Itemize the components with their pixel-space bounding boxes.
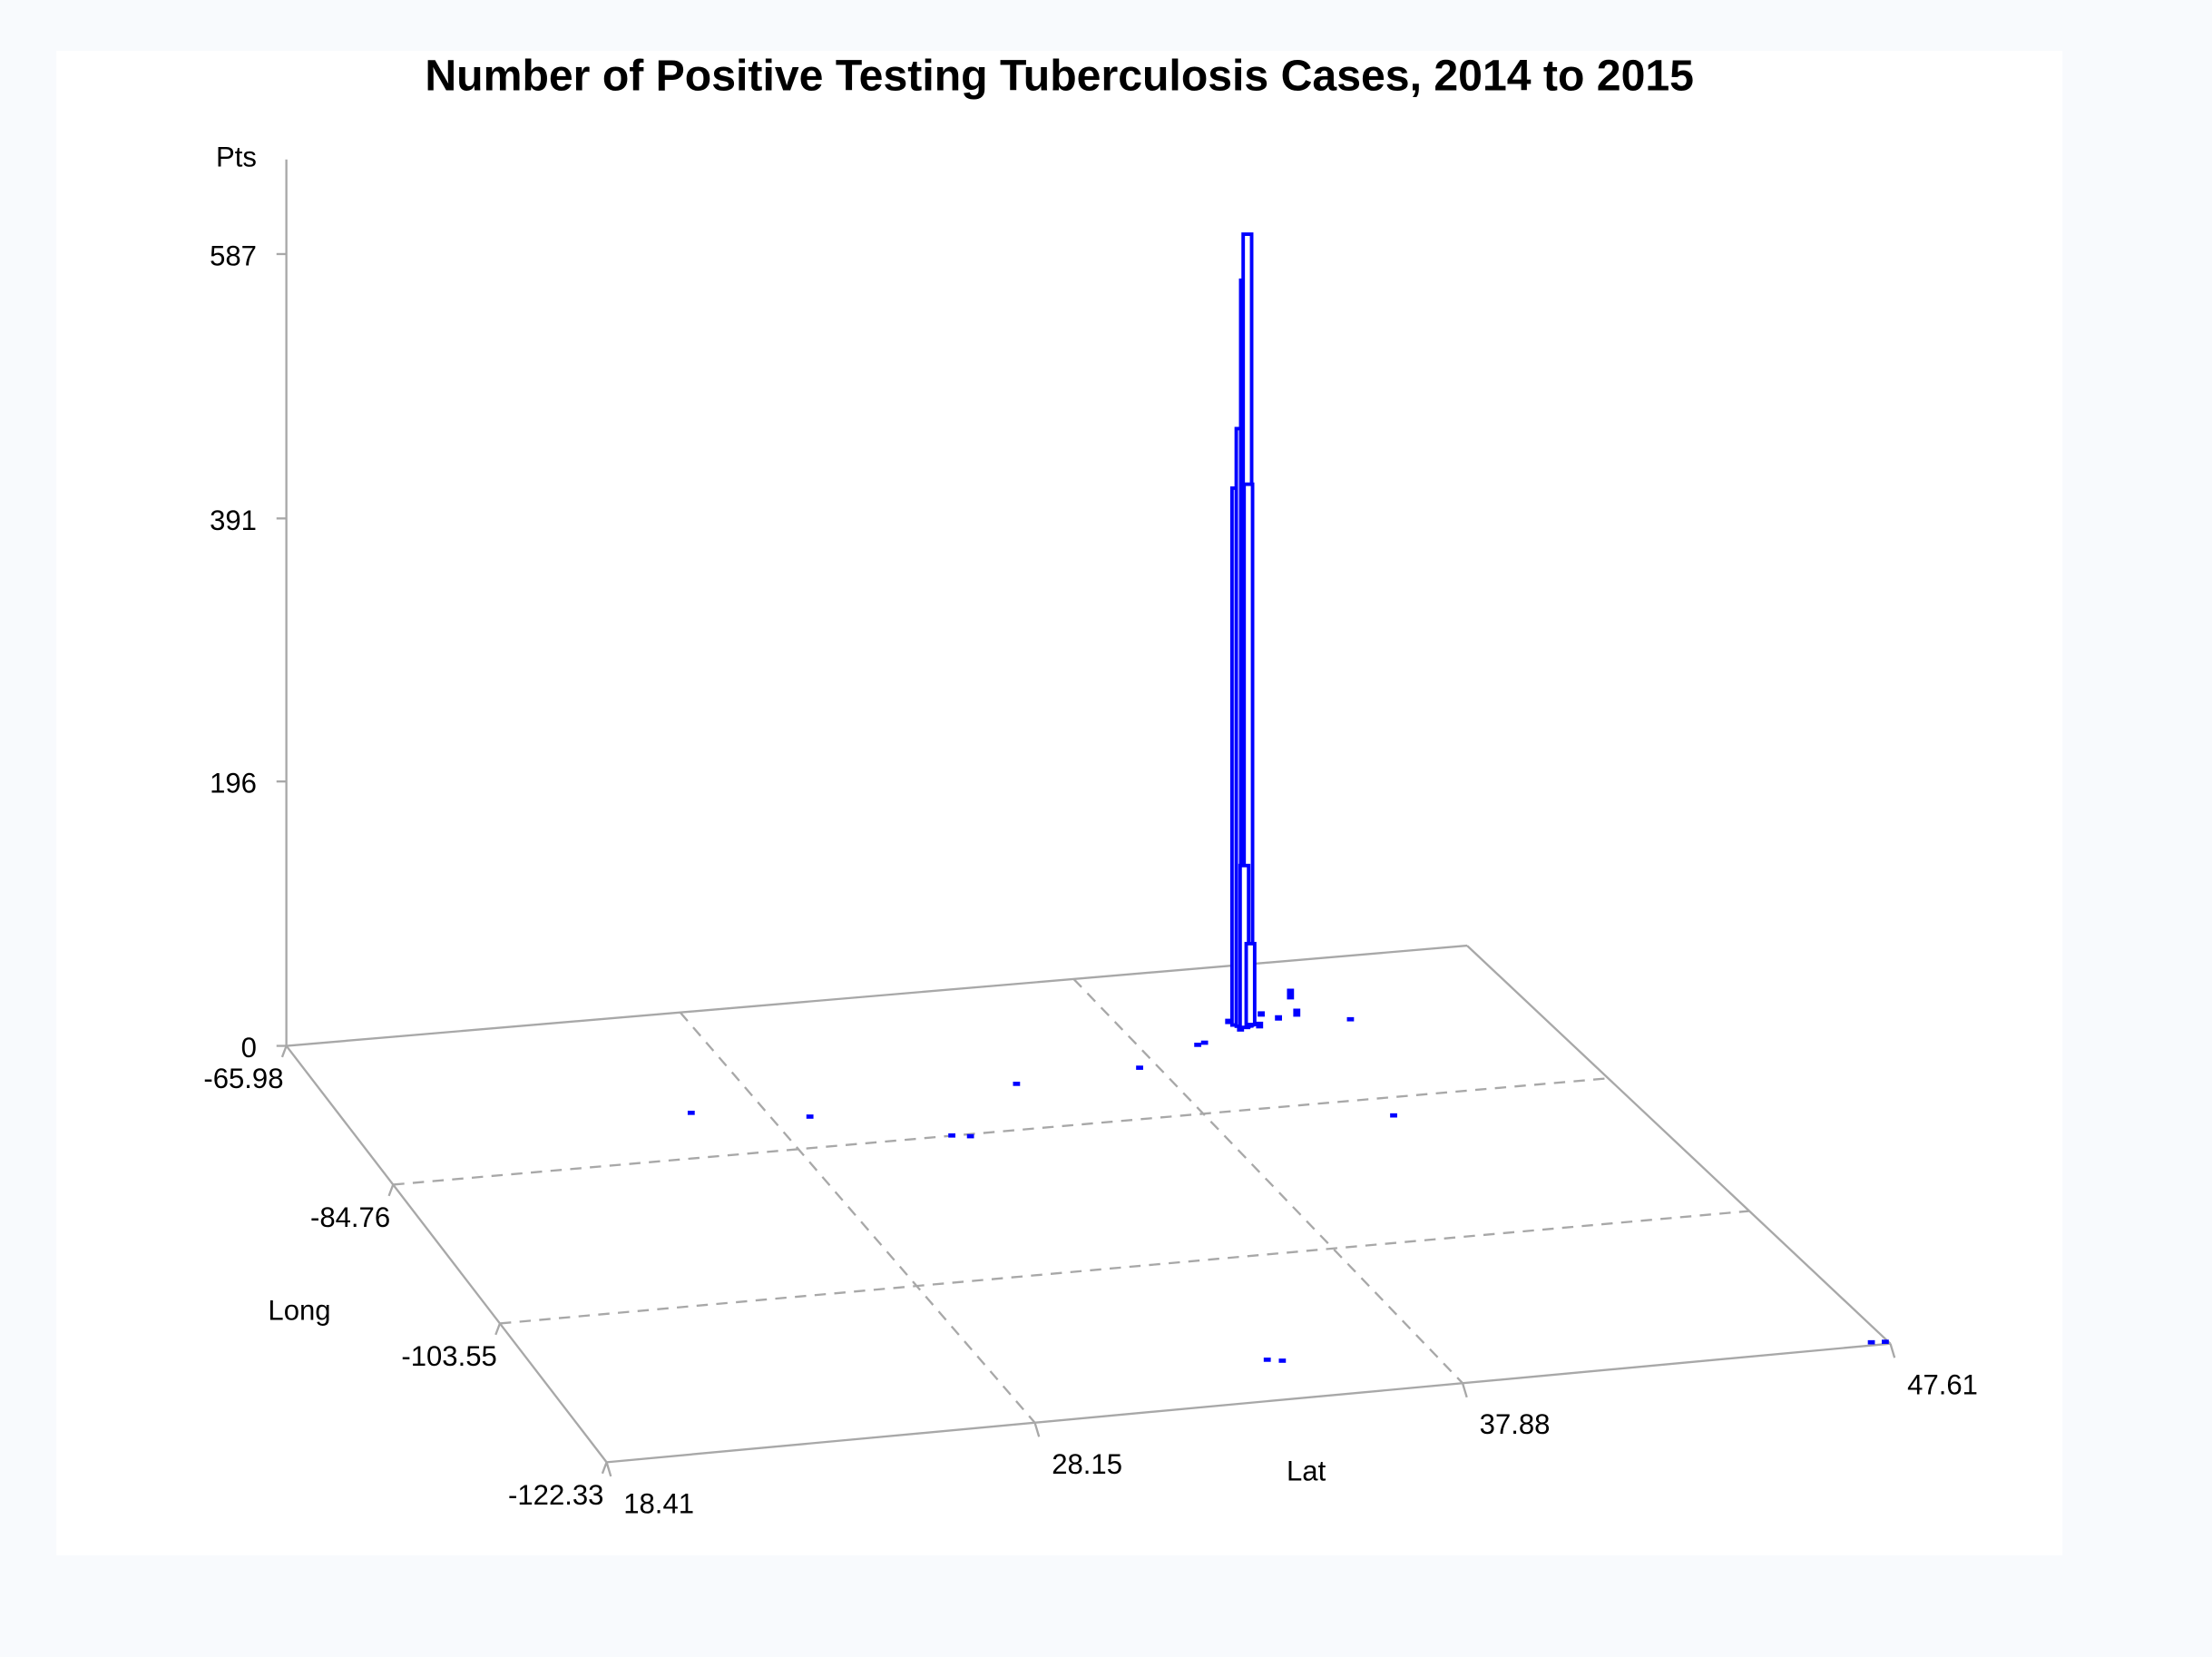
long-tick-label: -103.55 <box>401 1340 496 1372</box>
data-point <box>1263 1358 1271 1362</box>
data-point <box>1293 1008 1301 1017</box>
z-axis: 0 196 391 587 <box>210 159 288 1064</box>
chart-title: Number of Positive Testing Tuberculosis … <box>425 52 1694 101</box>
lat-tick-mark <box>605 1462 612 1477</box>
floor-edge <box>1466 945 1892 1345</box>
long-grid-line <box>393 1077 1609 1186</box>
data-point <box>1867 1339 1875 1345</box>
lat-tick-mark <box>1889 1343 1896 1358</box>
data-point <box>1258 1011 1265 1017</box>
long-tick-mark <box>387 1184 395 1197</box>
data-point <box>687 1110 695 1115</box>
x-axis-label: Lat <box>1287 1456 1326 1487</box>
z-tick-label: 196 <box>210 768 257 799</box>
lat-tick-label: 47.61 <box>1907 1369 1978 1401</box>
long-tick-label: -84.76 <box>310 1201 390 1233</box>
data-point <box>806 1114 814 1119</box>
data-point <box>1278 1358 1287 1363</box>
data-point <box>1194 1043 1202 1047</box>
lat-tick-mark <box>1033 1422 1041 1437</box>
lat-tick-label: 28.15 <box>1052 1448 1122 1480</box>
floor-edge <box>286 944 1468 1047</box>
z-tick-label: 0 <box>241 1032 257 1064</box>
data-point <box>1287 988 1295 1000</box>
data-marks <box>687 232 1889 1363</box>
data-point <box>1013 1082 1021 1086</box>
lat-tick-mark <box>1461 1382 1468 1398</box>
data-point <box>1256 1021 1264 1029</box>
long-tick-label: -65.98 <box>203 1063 283 1094</box>
data-bar <box>1244 941 1257 1027</box>
long-tick-mark <box>601 1461 608 1475</box>
floor-plane: 18.41 28.15 37.88 47.61 -65.98 -84.76 -103.55 -… <box>203 944 1978 1519</box>
y-axis-label: Long <box>268 1294 330 1326</box>
data-point <box>1346 1016 1355 1022</box>
data-point <box>948 1132 955 1138</box>
long-tick-label: -122.33 <box>508 1479 603 1511</box>
long-tick-mark <box>280 1045 288 1058</box>
long-tick-mark <box>494 1323 502 1336</box>
lat-tick-label: 18.41 <box>623 1487 694 1519</box>
data-point <box>1275 1015 1282 1021</box>
z-tick-label: 391 <box>210 505 257 536</box>
data-point <box>1390 1113 1397 1118</box>
data-point <box>966 1133 974 1139</box>
z-axis-label: Pts <box>216 142 257 173</box>
lat-grid-line <box>1072 978 1463 1385</box>
lat-tick-label: 37.88 <box>1480 1408 1551 1440</box>
data-point <box>1200 1040 1209 1045</box>
data-point <box>1237 1027 1245 1032</box>
data-point <box>1225 1018 1233 1025</box>
chart-panel <box>56 50 2063 1556</box>
floor-edge <box>285 1044 608 1464</box>
data-point <box>1136 1065 1143 1070</box>
z-tick-label: 587 <box>210 240 257 271</box>
data-point <box>1882 1339 1889 1344</box>
floor-edge <box>606 1342 1891 1464</box>
